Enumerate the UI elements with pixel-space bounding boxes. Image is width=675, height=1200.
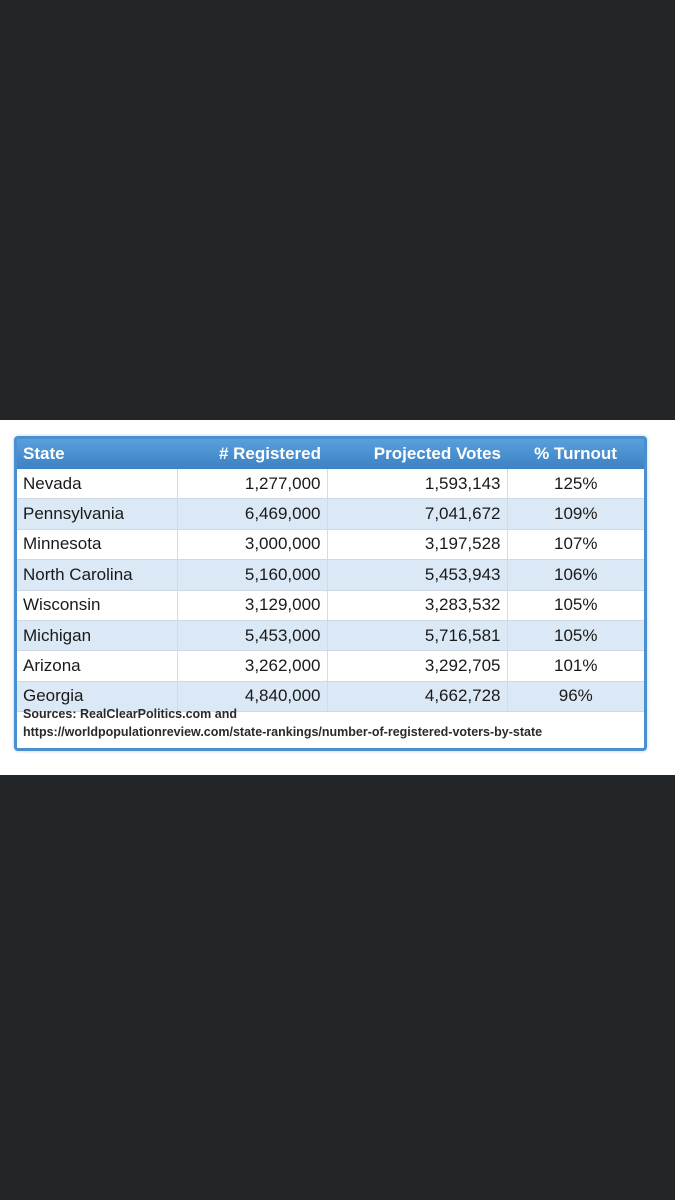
table-row: Minnesota 3,000,000 3,197,528 107% — [17, 529, 644, 561]
cell-turnout: 107% — [507, 529, 644, 561]
cell-projected: 4,662,728 — [327, 681, 508, 713]
cell-turnout: 105% — [507, 620, 644, 652]
cell-projected: 1,593,143 — [327, 469, 508, 500]
cell-registered: 3,262,000 — [177, 650, 328, 682]
cell-projected: 3,283,532 — [327, 590, 508, 621]
cell-registered: 3,000,000 — [177, 529, 328, 561]
cell-state: Arizona — [17, 650, 178, 682]
cell-turnout: 125% — [507, 469, 644, 500]
header-turnout: % Turnout — [507, 439, 644, 469]
cell-projected: 5,716,581 — [327, 620, 508, 652]
image-frame: State # Registered Projected Votes % Tur… — [0, 420, 675, 775]
cell-registered: 1,277,000 — [177, 469, 328, 500]
cell-registered: 6,469,000 — [177, 498, 328, 530]
cell-registered: 3,129,000 — [177, 590, 328, 621]
cell-state: Minnesota — [17, 529, 178, 561]
header-projected-votes: Projected Votes — [327, 439, 507, 469]
sources-line-2: https://worldpopulationreview.com/state-… — [23, 725, 543, 739]
cell-projected: 7,041,672 — [327, 498, 508, 530]
table-card: State # Registered Projected Votes % Tur… — [14, 436, 647, 751]
cell-state: Michigan — [17, 620, 178, 652]
cell-registered: 5,160,000 — [177, 559, 328, 591]
cell-turnout: 105% — [507, 590, 644, 621]
cell-state: Wisconsin — [17, 590, 178, 621]
cell-turnout: 101% — [507, 650, 644, 682]
table-row: Nevada 1,277,000 1,593,143 125% — [17, 469, 644, 500]
table-row: Michigan 5,453,000 5,716,581 105% — [17, 620, 644, 652]
table-row: Georgia 4,840,000 4,662,728 96% — [17, 681, 644, 713]
cell-state: Georgia — [17, 681, 178, 713]
cell-turnout: 109% — [507, 498, 644, 530]
table-row: Wisconsin 3,129,000 3,283,532 105% — [17, 590, 644, 621]
cell-state: Pennsylvania — [17, 498, 178, 530]
sources-note: Sources: RealClearPolitics.com and https… — [23, 705, 542, 741]
cell-projected: 3,197,528 — [327, 529, 508, 561]
turnout-table: State # Registered Projected Votes % Tur… — [17, 439, 644, 713]
cell-state: Nevada — [17, 469, 178, 500]
header-state: State — [17, 439, 177, 469]
table-row: North Carolina 5,160,000 5,453,943 106% — [17, 559, 644, 591]
cell-projected: 5,453,943 — [327, 559, 508, 591]
header-row: State # Registered Projected Votes % Tur… — [17, 439, 644, 469]
header-registered: # Registered — [177, 439, 327, 469]
table-row: Pennsylvania 6,469,000 7,041,672 109% — [17, 498, 644, 530]
cell-registered: 4,840,000 — [177, 681, 328, 713]
table-row: Arizona 3,262,000 3,292,705 101% — [17, 650, 644, 682]
cell-registered: 5,453,000 — [177, 620, 328, 652]
cell-state: North Carolina — [17, 559, 178, 591]
cell-turnout: 106% — [507, 559, 644, 591]
cell-turnout: 96% — [507, 681, 644, 713]
sources-line-1: Sources: RealClearPolitics.com and — [23, 707, 237, 721]
cell-projected: 3,292,705 — [327, 650, 508, 682]
